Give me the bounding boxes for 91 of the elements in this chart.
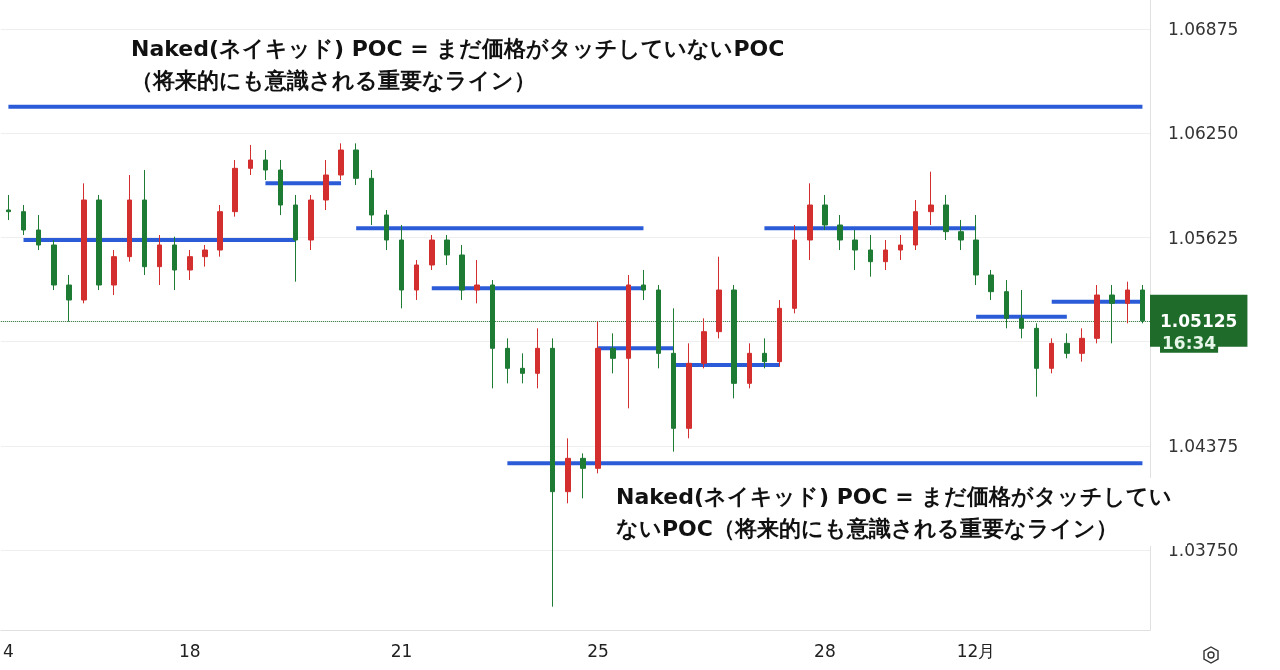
candlestick [127, 174, 132, 263]
x-tick-label: 18 [179, 640, 201, 661]
candlestick [520, 352, 525, 384]
candlestick [958, 219, 964, 251]
candlestick [943, 194, 949, 241]
candlestick [1034, 322, 1039, 398]
candlestick [21, 204, 26, 236]
candlestick [883, 239, 888, 271]
ref-line-label: 1.05125 [1160, 310, 1238, 331]
candlestick [6, 194, 11, 221]
candlestick [66, 274, 72, 323]
candlestick [36, 214, 41, 251]
candlestick [414, 259, 419, 301]
candlestick [474, 259, 480, 304]
candlestick [142, 169, 147, 276]
candlestick [111, 249, 117, 296]
candlestick [580, 452, 586, 499]
candlestick [338, 142, 344, 181]
candlestick [172, 236, 177, 291]
candlestick [898, 234, 903, 261]
candlestick [595, 321, 601, 474]
y-tick-label: 1.05625 [1168, 227, 1239, 248]
candlestick [444, 234, 450, 266]
x-tick-label: 21 [390, 640, 413, 661]
annotation: Naked(ネイキッド) POC = まだ価格がタッチしていないPOC（将来的にも意識される重要なライン） [131, 35, 785, 93]
candlestick [610, 332, 616, 374]
x-tick-label: 28 [814, 640, 836, 661]
y-tick-label: 1.04375 [1168, 435, 1239, 456]
candlestick [565, 437, 571, 504]
candlestick [701, 317, 707, 369]
candlestick [96, 194, 102, 291]
candlestick [777, 299, 782, 368]
candlestick [369, 169, 374, 226]
candlestick [852, 229, 858, 271]
x-tick-label: 4 [2, 640, 14, 661]
candlestick [656, 284, 661, 369]
candlestick [626, 274, 631, 409]
candlestick [762, 337, 767, 369]
candlestick [187, 249, 193, 281]
candlestick [1125, 281, 1130, 324]
candlestick [807, 182, 813, 261]
candlestick [1004, 279, 1009, 329]
candlestick [1140, 284, 1145, 324]
candlestick [1019, 289, 1024, 339]
candlestick [868, 234, 873, 278]
candlestick [1064, 332, 1070, 359]
candlestick [278, 159, 283, 216]
candlestick [913, 199, 918, 251]
candlestick [671, 307, 676, 453]
x-tick-label: 25 [587, 640, 609, 661]
candlestick [686, 342, 692, 439]
candlestick [293, 194, 298, 283]
candlestick [248, 144, 253, 176]
y-tick-label: 1.06875 [1168, 19, 1239, 40]
candlestick [353, 142, 359, 186]
candlestick [747, 342, 752, 389]
candlestick [822, 194, 828, 231]
candlestick [217, 204, 223, 258]
candlestick [1049, 337, 1054, 374]
candlestick [399, 224, 404, 309]
candlestick [988, 269, 994, 301]
candlestick [429, 234, 435, 271]
candlestick [459, 244, 465, 301]
candlestick [716, 256, 722, 339]
candlestick [731, 284, 737, 399]
candlestick [535, 327, 540, 389]
candlestick [550, 337, 555, 608]
candlestick [308, 194, 314, 251]
candlestick [490, 279, 495, 389]
candlestick [973, 214, 979, 286]
candlestick [928, 171, 934, 226]
y-tick-label: 1.03750 [1168, 540, 1239, 560]
candlestick [792, 224, 797, 314]
text: 16:34 [1162, 333, 1217, 354]
candlestick [263, 149, 268, 181]
candlestick [505, 337, 510, 384]
candlestick [81, 182, 87, 304]
y-tick-label: 1.06250 [1168, 123, 1239, 144]
candlestick [384, 209, 389, 251]
candlestick [641, 269, 646, 301]
candlestick [1079, 327, 1085, 363]
x-tick-label: 12月 [956, 640, 996, 661]
candlestick [1094, 284, 1100, 344]
candlestick [202, 244, 208, 268]
candlestick [232, 159, 238, 218]
candlestick [1109, 284, 1115, 344]
candlestick [157, 234, 162, 286]
candlestick [323, 159, 329, 211]
annotation: Naked(ネイキッド) POC = まだ価格がタッチしていないPOC（将来的にも意識される重要なライン） [616, 483, 1173, 541]
candlestick [837, 214, 843, 251]
candlestick [51, 239, 57, 291]
